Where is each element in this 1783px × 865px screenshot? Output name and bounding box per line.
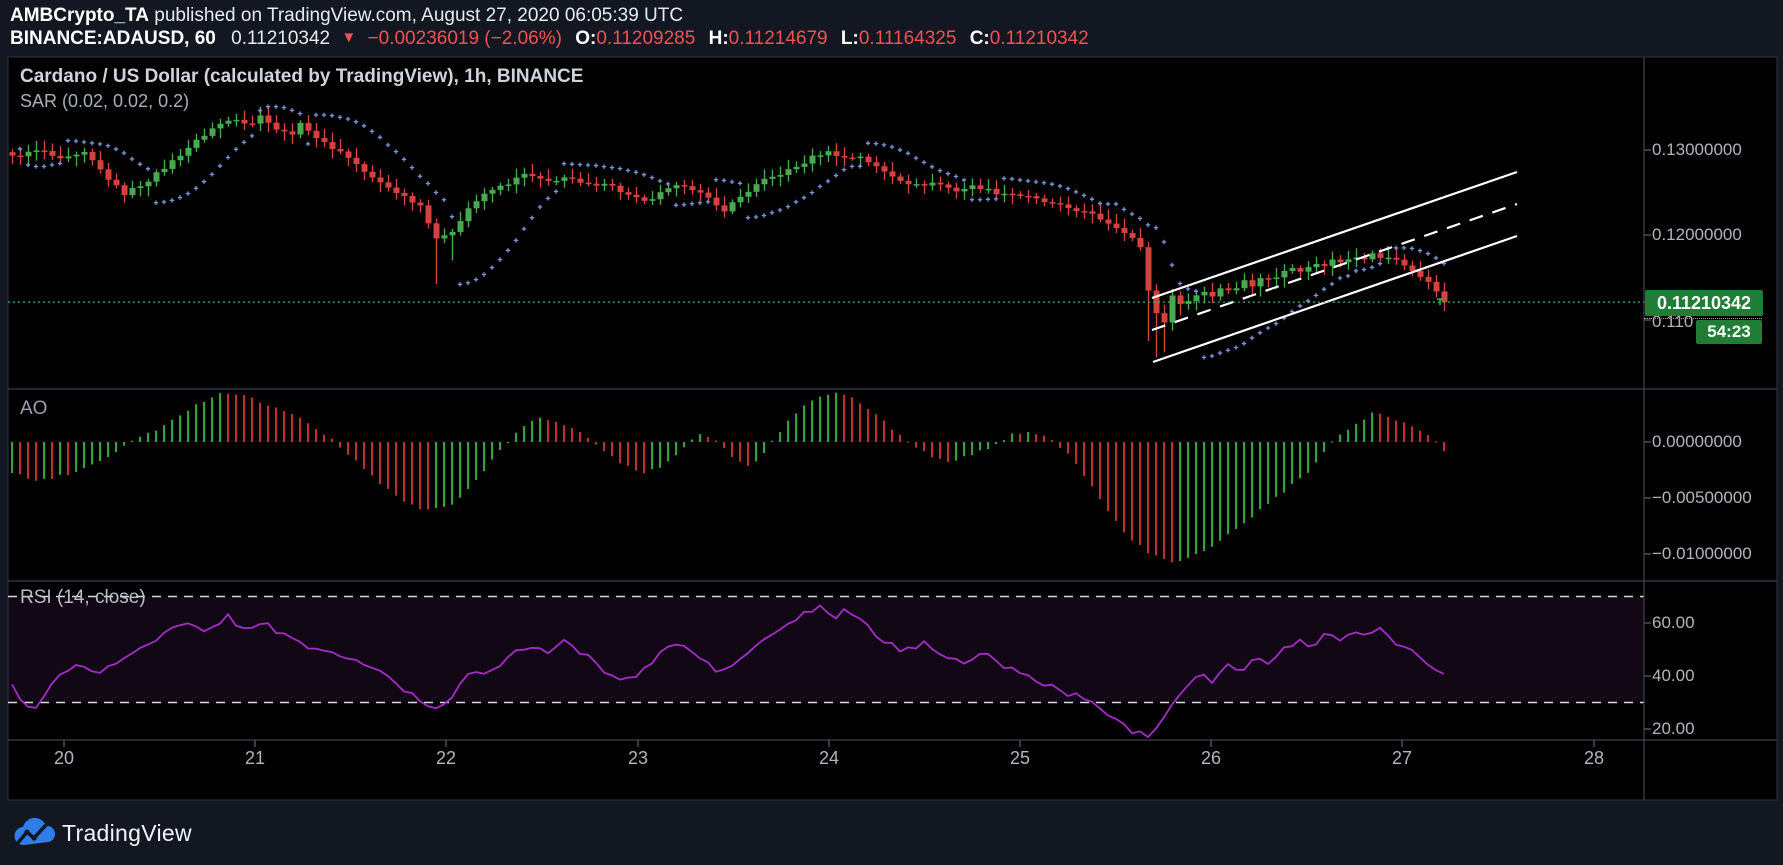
candles [9,106,1448,358]
rsi-tick-label: 20.00 [1652,719,1695,738]
time-tick-label: 20 [53,748,75,768]
symbol-interval: BINANCE:ADAUSD, 60 [10,28,216,49]
close-value: 0.11210342 [989,28,1089,49]
trend-channel [1151,170,1518,364]
rsi-tick-label: 60.00 [1652,613,1695,632]
time-tick-label: 25 [1009,748,1031,768]
sar-dots [17,104,1447,360]
ao-histogram [11,392,1446,563]
time-tick-label: 22 [435,748,457,768]
tradingview-logo-text: TradingView [62,820,192,846]
close-label: C: [969,28,990,49]
ticker-line: BINANCE:ADAUSD, 60 0.11210342 ▼ −0.00236… [10,28,1089,50]
price-tick-partial: 0.110 [1652,312,1694,331]
high-value: 0.11214679 [728,28,828,49]
bar-countdown-badge: 54:23 [1696,320,1762,344]
ao-legend: AO [20,398,48,419]
time-tick-label: 24 [818,748,840,768]
low-value: 0.11164325 [858,28,957,49]
price-tick-label: 0.13000000 [1652,140,1742,159]
time-tick-label: 26 [1200,748,1222,768]
attribution-line: AMBCrypto_TA published on TradingView.co… [10,5,683,27]
ao-tick-label: −0.01000000 [1652,544,1752,563]
last-price-value: 0.11210342 [231,28,331,49]
rsi-legend: RSI (14, close) [20,587,146,608]
last-price-badge: 0.11210342 [1645,290,1763,316]
time-tick-label: 21 [244,748,266,768]
tradingview-cloud-icon [14,817,56,846]
tradingview-logo[interactable]: TradingView [0,808,280,858]
price-level-dotted-line [1644,318,1762,319]
rsi-tick-label: 40.00 [1652,666,1695,685]
high-label: H: [708,28,729,49]
time-tick-label: 23 [627,748,649,768]
rsi-line [11,604,1445,739]
time-tick-label: 28 [1583,748,1605,768]
time-tick-label: 27 [1391,748,1413,768]
ao-tick-label: −0.00500000 [1652,488,1752,507]
open-label: O: [575,28,597,49]
price-change: −0.00236019 (−2.06%) [367,28,562,49]
price-tick-label: 0.12000000 [1652,225,1742,244]
open-value: 0.11209285 [596,28,696,49]
author-name: AMBCrypto_TA [10,5,149,26]
ao-tick-label: 0.00000000 [1652,432,1742,451]
sar-legend: SAR (0.02, 0.02, 0.2) [20,91,190,111]
low-label: L: [840,28,859,49]
down-triangle-icon: ▼ [341,29,357,46]
publish-info: published on TradingView.com, August 27,… [148,5,684,26]
chart-title: Cardano / US Dollar (calculated by Tradi… [20,66,584,87]
